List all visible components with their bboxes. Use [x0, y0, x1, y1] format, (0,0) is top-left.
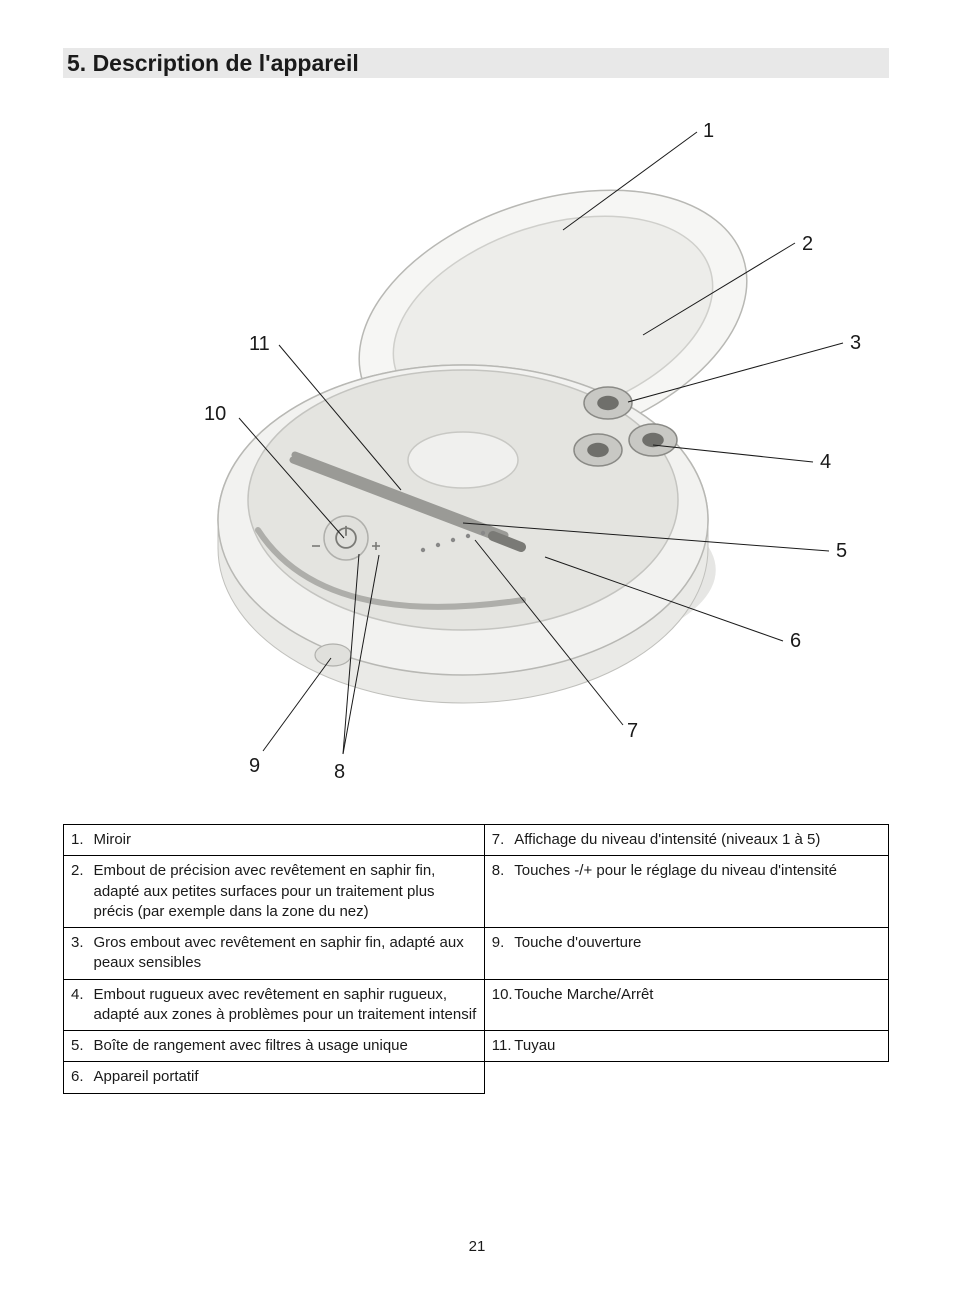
part-text: Miroir: [94, 830, 132, 850]
part-number: 6.: [71, 1067, 89, 1087]
parts-table: 1.Miroir7.Affichage du niveau d'intensit…: [63, 824, 889, 1094]
parts-cell-right: 11.Tuyau: [484, 1031, 888, 1062]
table-row: 3.Gros embout avec revêtement en saphir …: [64, 928, 889, 980]
part-number: 2.: [71, 861, 89, 881]
part-text: Touche d'ouverture: [514, 933, 641, 953]
part-number: 8.: [492, 861, 510, 881]
callout-8: 8: [334, 761, 345, 784]
part-number: 3.: [71, 933, 89, 953]
callout-11: 11: [249, 333, 270, 356]
parts-cell-left: 2.Embout de précision avec revêtement en…: [64, 856, 485, 928]
part-text: Affichage du niveau d'intensité (niveaux…: [514, 830, 820, 850]
section-heading-bar: 5. Description de l'appareil: [63, 48, 889, 78]
callout-10: 10: [204, 403, 226, 426]
parts-cell-right: 9.Touche d'ouverture: [484, 928, 888, 980]
part-number: 1.: [71, 830, 89, 850]
callout-4: 4: [820, 451, 831, 474]
part-text: Gros embout avec revêtement en saphir fi…: [94, 933, 477, 974]
callout-1: 1: [703, 120, 714, 143]
part-number: 5.: [71, 1036, 89, 1056]
part-number: 4.: [71, 985, 89, 1005]
part-text: Appareil portatif: [94, 1067, 199, 1087]
parts-cell-right: 8.Touches -/+ pour le réglage du niveau …: [484, 856, 888, 928]
parts-cell-left: 3.Gros embout avec revêtement en saphir …: [64, 928, 485, 980]
table-row: 6.Appareil portatif: [64, 1062, 889, 1093]
part-number: 11.: [492, 1036, 512, 1056]
parts-cell-right: 10.Touche Marche/Arrêt: [484, 979, 888, 1031]
part-text: Tuyau: [514, 1036, 555, 1056]
part-number: 7.: [492, 830, 510, 850]
table-row: 4.Embout rugueux avec revêtement en saph…: [64, 979, 889, 1031]
parts-cell-left: 1.Miroir: [64, 825, 485, 856]
parts-cell-left: 5.Boîte de rangement avec filtres à usag…: [64, 1031, 485, 1062]
table-row: 2.Embout de précision avec revêtement en…: [64, 856, 889, 928]
parts-cell-left: 4.Embout rugueux avec revêtement en saph…: [64, 979, 485, 1031]
callout-6: 6: [790, 630, 801, 653]
callout-9: 9: [249, 755, 260, 778]
callout-5: 5: [836, 540, 847, 563]
callout-3: 3: [850, 332, 861, 355]
part-text: Boîte de rangement avec filtres à usage …: [94, 1036, 408, 1056]
part-number: 10.: [492, 985, 513, 1005]
part-text: Touches -/+ pour le réglage du niveau d'…: [514, 861, 837, 881]
callout-2: 2: [802, 233, 813, 256]
section-heading: 5. Description de l'appareil: [67, 50, 359, 77]
page-number: 21: [0, 1238, 954, 1255]
part-text: Embout rugueux avec revêtement en saphir…: [94, 985, 477, 1026]
table-row: 1.Miroir7.Affichage du niveau d'intensit…: [64, 825, 889, 856]
parts-cell-empty: [484, 1062, 888, 1093]
device-diagram: 1 2 3 4 5 6 7 8 9 10 11: [63, 100, 889, 790]
part-number: 9.: [492, 933, 510, 953]
part-text: Touche Marche/Arrêt: [514, 985, 653, 1005]
parts-cell-right: 7.Affichage du niveau d'intensité (nivea…: [484, 825, 888, 856]
device-svg: [63, 100, 889, 790]
callout-7: 7: [627, 720, 638, 743]
table-row: 5.Boîte de rangement avec filtres à usag…: [64, 1031, 889, 1062]
part-text: Embout de précision avec revêtement en s…: [94, 861, 477, 922]
parts-cell-left: 6.Appareil portatif: [64, 1062, 485, 1093]
